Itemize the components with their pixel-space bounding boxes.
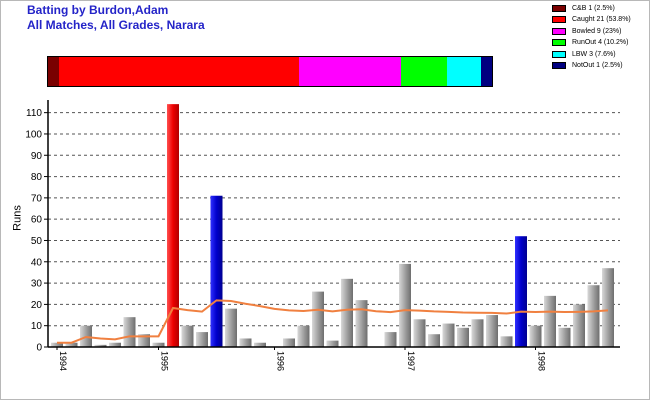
innings-bar <box>399 263 411 347</box>
innings-bar <box>254 342 266 347</box>
chart-title: Batting by Burdon,Adam <box>27 3 169 17</box>
innings-bar <box>529 325 542 347</box>
legend-item: LBW 3 (7.6%) <box>552 50 650 60</box>
innings-bar <box>413 319 426 347</box>
y-tick-label: 90 <box>31 151 43 162</box>
y-tick-label: 0 <box>36 343 42 354</box>
legend-swatch <box>552 50 566 58</box>
legend-swatch <box>552 61 566 69</box>
chart-subtitle: All Matches, All Grades, Narara <box>27 18 205 32</box>
average-line <box>57 299 609 344</box>
innings-bar <box>196 332 208 347</box>
innings-bar <box>109 342 121 347</box>
innings-bar <box>384 332 397 347</box>
innings-bar <box>515 236 527 347</box>
x-tick-label: 1997 <box>406 351 416 371</box>
dismissal-segment-bowled <box>298 57 402 86</box>
innings-bar <box>138 334 150 347</box>
legend-label: LBW 3 (7.6%) <box>572 50 616 58</box>
y-tick-label: 60 <box>31 215 43 226</box>
dismissal-segment-notout <box>480 57 492 86</box>
legend-swatch <box>552 16 566 24</box>
y-tick-label: 10 <box>31 321 43 332</box>
legend-swatch <box>552 27 566 35</box>
y-tick-label: 40 <box>31 257 43 268</box>
innings-bar <box>573 304 585 347</box>
y-tick-label: 70 <box>31 193 43 204</box>
legend-label: C&B 1 (2.5%) <box>572 5 615 12</box>
innings-bar <box>312 291 324 347</box>
x-tick-label: 1996 <box>276 351 286 371</box>
y-tick-label: 20 <box>31 300 43 311</box>
legend-item: C&B 1 (2.5%) <box>552 4 650 14</box>
innings-bar <box>341 278 353 347</box>
innings-bar <box>486 315 498 347</box>
innings-bar <box>587 285 600 347</box>
innings-bar <box>239 338 252 347</box>
dismissal-breakdown-bar <box>47 56 493 87</box>
legend-label: Bowled 9 (23%) <box>572 27 622 35</box>
innings-bar <box>544 295 556 347</box>
y-tick-label: 30 <box>31 279 43 290</box>
y-tick-label: 100 <box>25 129 42 140</box>
x-tick-label: 1995 <box>160 351 170 371</box>
innings-bar <box>602 268 614 347</box>
innings-bar <box>210 195 223 347</box>
innings-bar <box>457 327 469 347</box>
x-tick-label: 1998 <box>537 351 547 371</box>
innings-bar <box>471 319 484 347</box>
innings-bar <box>355 300 368 347</box>
dismissal-segment-c&b <box>48 57 60 86</box>
innings-bar <box>181 325 194 347</box>
dismissal-segment-caught <box>59 57 299 86</box>
legend-swatch <box>552 39 566 47</box>
legend-label: NotOut 1 (2.5%) <box>572 61 623 69</box>
dismissal-segment-runout <box>401 57 447 86</box>
legend-item: Bowled 9 (23%) <box>552 27 650 37</box>
innings-bar <box>283 338 295 347</box>
innings-bar <box>152 342 165 347</box>
legend-item: RunOut 4 (10.2%) <box>552 38 650 48</box>
legend-label: RunOut 4 (10.2%) <box>572 39 629 47</box>
y-tick-label: 110 <box>26 108 42 119</box>
y-tick-label: 50 <box>31 236 43 247</box>
innings-bar <box>500 336 513 347</box>
innings-bar <box>123 317 136 347</box>
y-tick-label: 80 <box>31 172 43 183</box>
innings-bar <box>326 340 339 347</box>
innings-bar <box>558 327 571 347</box>
legend-label: Caught 21 (53.8%) <box>572 16 631 24</box>
innings-bar <box>428 334 440 347</box>
innings-bar <box>167 104 179 347</box>
legend-item: Caught 21 (53.8%) <box>552 15 650 25</box>
x-tick-label: 1994 <box>58 351 68 371</box>
legend-swatch <box>552 5 566 12</box>
innings-bar <box>65 342 78 347</box>
dismissal-segment-lbw <box>446 57 481 86</box>
innings-bar <box>51 342 63 347</box>
innings-bar <box>94 344 107 347</box>
innings-bar <box>225 308 237 347</box>
innings-bar <box>297 325 310 347</box>
legend-item: NotOut 1 (2.5%) <box>552 61 650 71</box>
legend: C&B 1 (2.5%) Caught 21 (53.8%) Bowled 9 (2… <box>552 4 650 72</box>
innings-bar <box>442 323 455 347</box>
